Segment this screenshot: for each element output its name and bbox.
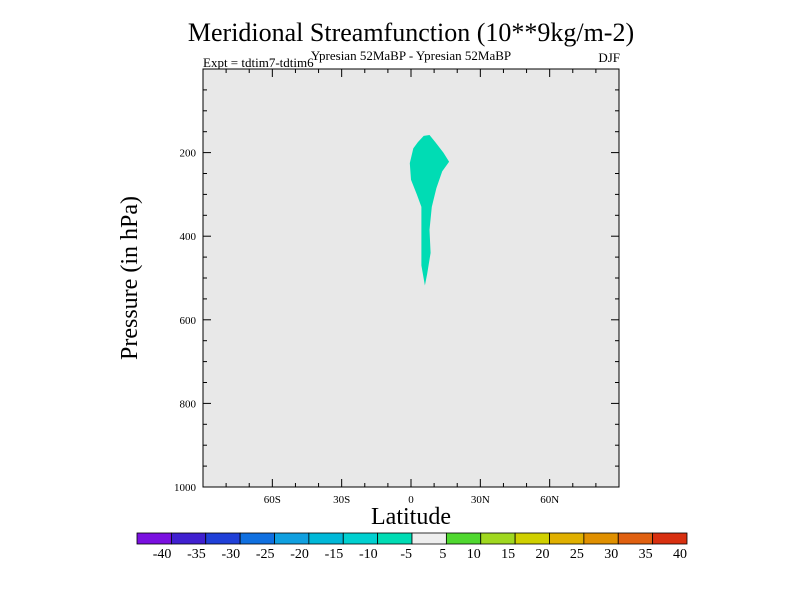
colorbar-label: -40 [153, 547, 172, 562]
colorbar-swatch [480, 532, 516, 545]
colorbar-swatch [136, 532, 172, 545]
colorbar-label: -30 [221, 547, 240, 562]
colorbar-swatch [377, 532, 413, 545]
colorbar-swatch [514, 532, 550, 545]
contour-layer [409, 135, 450, 286]
filled-contour-region [409, 135, 450, 286]
colorbar-swatch [342, 532, 379, 545]
x-tick-label: 30N [471, 494, 490, 506]
colorbar-swatch [583, 532, 619, 545]
x-tick-label: 30S [333, 494, 350, 506]
colorbar-label: -15 [325, 547, 344, 562]
colorbar-swatch [274, 532, 310, 545]
colorbar-swatch [205, 532, 241, 545]
colorbar-swatch [239, 532, 275, 545]
x-axis-label: Latitude [371, 504, 451, 530]
colorbar-swatch [170, 532, 207, 545]
colorbar-label: -10 [359, 547, 378, 562]
y-axis-label: Pressure (in hPa) [117, 196, 143, 360]
colorbar-label: 5 [439, 547, 446, 562]
colorbar-label: -25 [256, 547, 275, 562]
colorbar-label: 25 [570, 547, 584, 562]
plot-frame [202, 68, 620, 488]
plot-area [203, 69, 619, 487]
chart-subtitle: Ypresian 52MaBP - Ypresian 52MaBP [311, 48, 511, 63]
x-tick-label: 60S [264, 494, 281, 506]
axis-ticks: 60S 30S 0 30N 60N 200 400 600 800 1000 [174, 68, 620, 506]
colorbar-label: 40 [673, 547, 687, 562]
colorbar-label: 20 [536, 547, 550, 562]
y-tick-label: 1000 [174, 482, 197, 494]
colorbar-label: 15 [501, 547, 515, 562]
colorbar-swatch [308, 532, 344, 545]
colorbar-label: 10 [467, 547, 481, 562]
colorbar: -40 -35 -30 -25 -20 -15 -10 -5 5 10 15 20 25 30 35 40 [136, 532, 688, 562]
colorbar-swatch [549, 532, 585, 545]
y-tick-label: 800 [180, 398, 197, 410]
y-tick-label: 200 [180, 148, 197, 160]
colorbar-swatch [617, 532, 654, 545]
season-label: DJF [598, 50, 620, 65]
y-tick-label: 600 [180, 315, 197, 327]
y-tick-label: 400 [180, 231, 197, 243]
colorbar-label: 30 [604, 547, 618, 562]
colorbar-label: 35 [639, 547, 653, 562]
colorbar-swatch [411, 532, 447, 545]
colorbar-label: -20 [290, 547, 309, 562]
x-tick-label: 60N [540, 494, 559, 506]
chart-title: Meridional Streamfunction (10**9kg/m-2) [188, 18, 634, 47]
colorbar-swatch [652, 532, 688, 545]
experiment-label: Expt = tdtim7-tdtim6 [203, 55, 314, 70]
colorbar-label: -35 [187, 547, 206, 562]
colorbar-swatch [445, 532, 482, 545]
colorbar-label: -5 [400, 547, 412, 562]
x-tick-label: 0 [408, 494, 414, 506]
